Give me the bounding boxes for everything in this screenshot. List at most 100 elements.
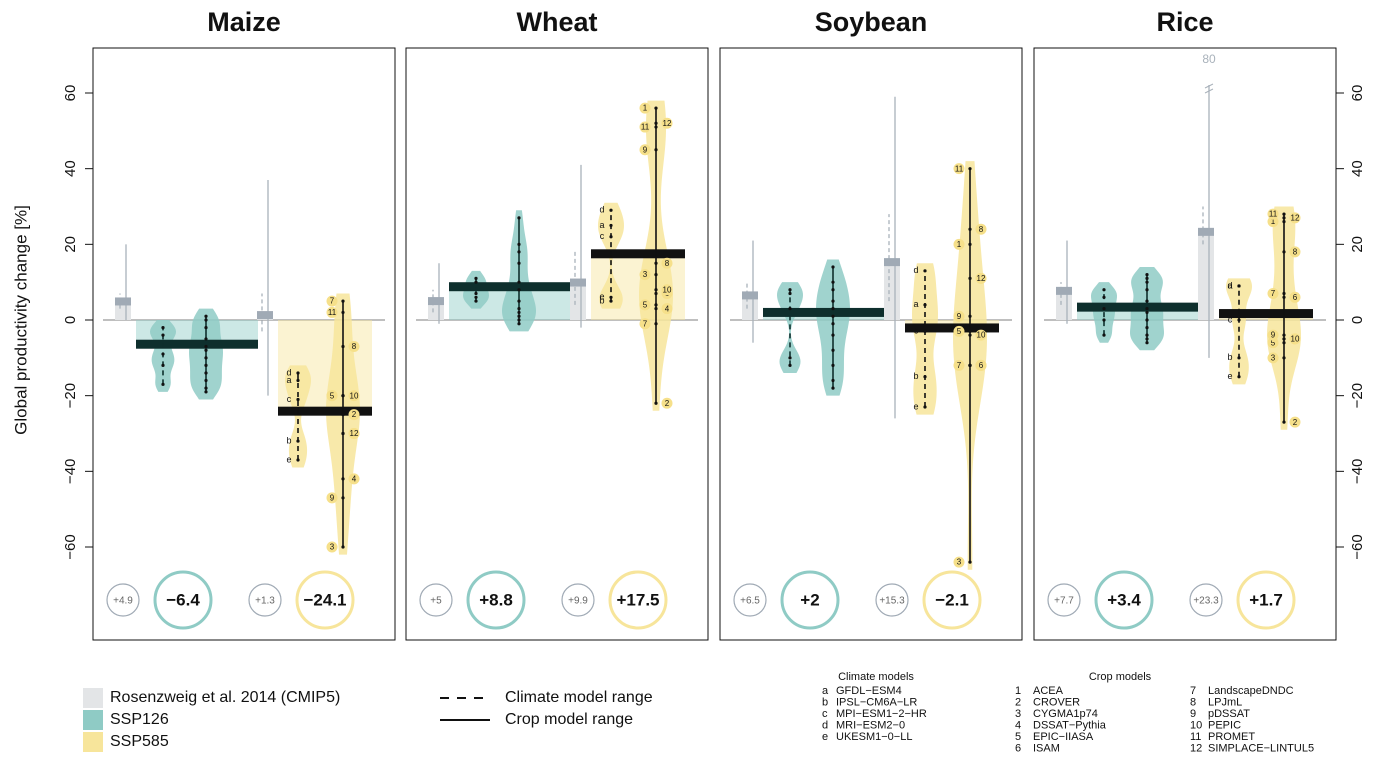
crop-point — [204, 371, 208, 375]
ros-mean-label: +15.3 — [879, 596, 905, 607]
legend-id: 9 — [1190, 708, 1196, 720]
climate-point — [609, 208, 613, 212]
crop-point — [1282, 337, 1286, 341]
crop-label-bg — [639, 299, 651, 311]
legend-id: 12 — [1190, 742, 1202, 754]
crop-label-bg — [348, 473, 360, 485]
ros-bar — [1198, 231, 1214, 320]
crop-point — [968, 276, 972, 280]
crop-label-bg — [326, 390, 338, 402]
climate-point-label: a — [1227, 280, 1232, 290]
crop-point-label: 12 — [977, 274, 986, 283]
crop-point-label: 12 — [350, 429, 359, 438]
ros-mean-circle — [875, 583, 909, 617]
climate-point — [788, 288, 792, 292]
y-tick-label: 60 — [1349, 85, 1366, 102]
crop-point-label: 8 — [1293, 248, 1298, 257]
y-tick-label: 60 — [62, 85, 79, 102]
ros-mean — [884, 258, 900, 267]
crop-point — [654, 125, 658, 129]
climate-point-label: a — [913, 299, 918, 309]
crop-label-bg — [1267, 216, 1279, 228]
ssp-mean-label: +3.4 — [1107, 590, 1141, 609]
legend-label: Climate model range — [505, 689, 653, 706]
climate-point-label: b — [599, 295, 604, 305]
crop-label-bg — [953, 238, 965, 250]
crop-point — [1282, 220, 1286, 224]
crop-point-label: 7 — [330, 297, 335, 306]
ros-mean-circle — [248, 583, 282, 617]
crop-point-label: 1 — [957, 240, 962, 249]
crop-point — [654, 106, 658, 110]
legend-label: SSP585 — [110, 733, 169, 750]
crop-point — [1145, 310, 1149, 315]
ssp-mean-circle — [153, 570, 213, 630]
crop-label-bg — [1267, 288, 1279, 300]
crop-point — [204, 390, 208, 394]
crop-point — [654, 261, 658, 265]
legend-name: ISAM — [1033, 742, 1060, 754]
crop-point — [831, 348, 835, 352]
crop-label-bg — [1289, 246, 1301, 258]
climate-point — [161, 363, 165, 367]
crop-label-bg — [639, 121, 651, 133]
climate-point — [1237, 284, 1241, 288]
crop-label-bg — [639, 318, 651, 330]
crop-label-bg — [1267, 352, 1279, 364]
legend-id: 8 — [1190, 696, 1196, 708]
crop-point — [204, 348, 208, 352]
crop-point-label: 7 — [1271, 289, 1276, 298]
crop-point — [517, 250, 521, 254]
crop-point-label: 9 — [957, 312, 962, 321]
crop-point — [1282, 356, 1286, 360]
clipped-value-label: 80 — [1202, 52, 1216, 66]
ssp-mean-label: +2 — [800, 590, 819, 609]
crop-point — [654, 291, 658, 296]
crop-point — [204, 363, 208, 367]
legend-id: 11 — [1190, 731, 1201, 743]
crop-point-label: 2 — [665, 399, 670, 408]
crop-point — [341, 477, 345, 481]
crop-point — [341, 431, 345, 436]
ssp-mean — [591, 249, 685, 259]
legend-swatch — [83, 688, 103, 708]
crop-point — [204, 314, 208, 318]
ros-mean-circle — [1047, 583, 1081, 617]
panel-title: Maize — [207, 7, 281, 37]
ros-mean-circle — [419, 583, 453, 617]
climate-point-label: a — [599, 220, 604, 230]
ros-bar — [115, 301, 131, 320]
legend-id: a — [822, 685, 829, 697]
crop-label-bg — [639, 269, 651, 281]
climate-point — [923, 303, 927, 307]
crop-label-bg — [953, 310, 965, 322]
crop-point — [1145, 276, 1149, 280]
climate-point-label: a — [286, 375, 291, 385]
panel-title: Wheat — [517, 7, 598, 37]
violin — [912, 263, 938, 415]
crop-label-bg — [1267, 208, 1279, 220]
legend-name: pDSSAT — [1208, 708, 1250, 720]
crop-point — [1145, 325, 1149, 330]
ros-mean — [428, 297, 444, 306]
legend-id: 6 — [1015, 742, 1021, 754]
crop-label-bg — [348, 340, 360, 352]
crop-point — [654, 288, 658, 292]
crop-point-label: 5 — [330, 391, 335, 400]
ros-mean — [570, 278, 586, 287]
y-axis-label: Global productivity change [%] — [11, 205, 30, 435]
crop-point — [831, 280, 835, 284]
crop-point — [831, 265, 835, 269]
crop-point — [831, 333, 835, 337]
crop-point — [204, 337, 208, 341]
legend-name: MPI−ESM1−2−HR — [836, 708, 927, 720]
crop-point — [831, 386, 835, 390]
crop-point — [517, 307, 521, 311]
crop-point — [341, 310, 345, 315]
crop-point-label: 11 — [641, 123, 650, 132]
ros-bar — [428, 301, 444, 320]
crop-point-label: 3 — [643, 270, 648, 279]
ssp-mean-label: +1.7 — [1249, 590, 1283, 609]
crop-point — [831, 314, 835, 318]
crop-point — [1145, 337, 1149, 341]
